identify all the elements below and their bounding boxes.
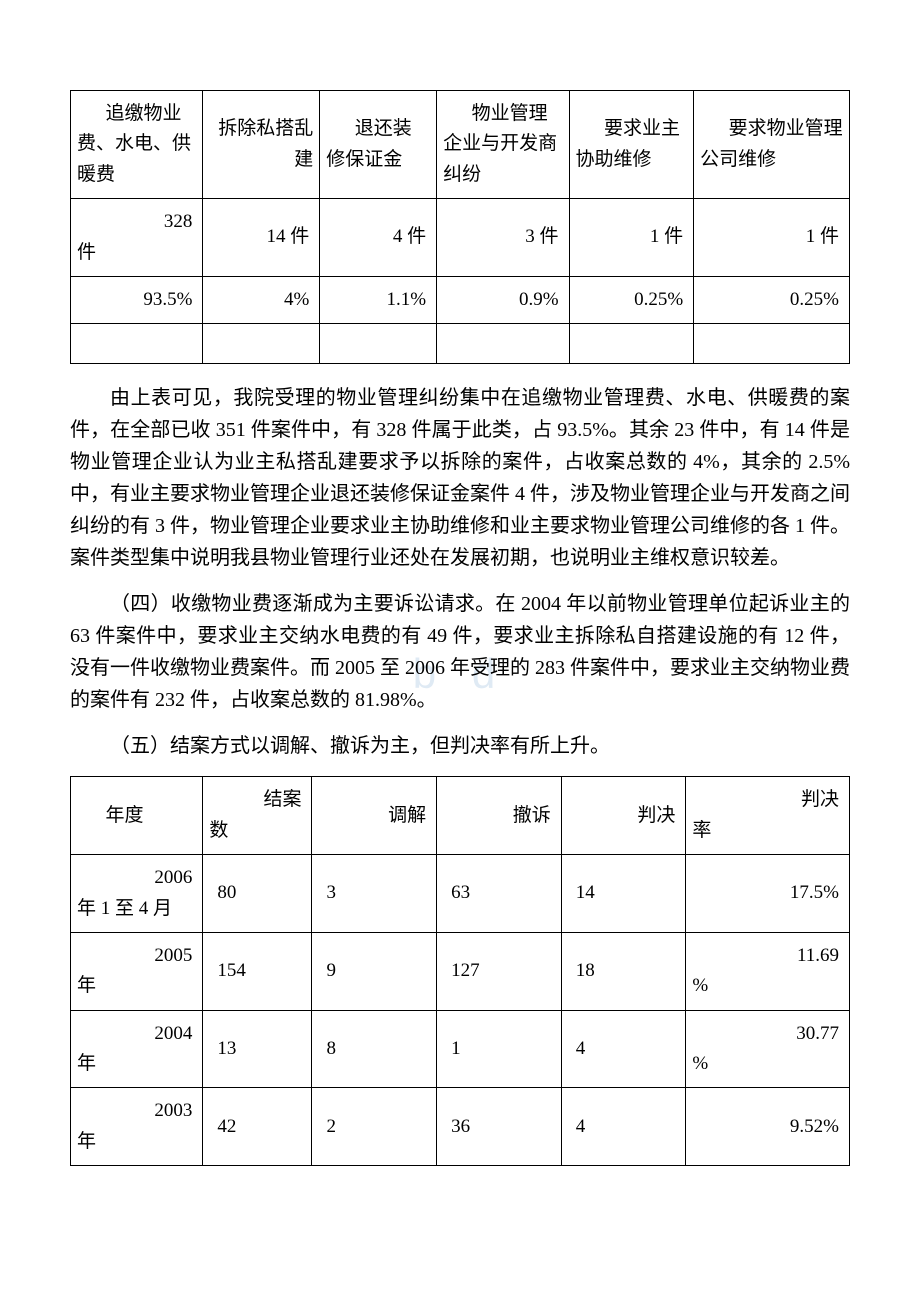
table-row bbox=[71, 324, 850, 364]
col-header: 判决 bbox=[561, 777, 686, 855]
cell: 42 bbox=[203, 1088, 312, 1166]
cell: 1 件 bbox=[569, 199, 694, 277]
cell: 0.25% bbox=[694, 276, 850, 323]
cell: 3 bbox=[312, 855, 437, 933]
table-row: 2006年 1 至 4 月 80 3 63 14 17.5% bbox=[71, 855, 850, 933]
col-header: 结案 数 bbox=[203, 777, 312, 855]
cell-label: 数 bbox=[209, 816, 305, 846]
col-header: 要求物业管理公司维修 bbox=[694, 91, 850, 199]
cell: 0.25% bbox=[569, 276, 694, 323]
year-bot: 年 bbox=[77, 1127, 196, 1157]
cell: 18 bbox=[561, 932, 686, 1010]
paragraph: 由上表可见，我院受理的物业管理纠纷集中在追缴物业管理费、水电、供暖费的案件，在全… bbox=[70, 382, 850, 574]
cell: 2003年 bbox=[71, 1088, 203, 1166]
cell: 4 件 bbox=[320, 199, 437, 277]
cell bbox=[569, 324, 694, 364]
rate-top: 11.69 bbox=[692, 941, 843, 971]
cell: 328 件 bbox=[71, 199, 203, 277]
col-header: 要求业主协助维修 bbox=[569, 91, 694, 199]
table-row: 2003年 42 2 36 4 9.52% bbox=[71, 1088, 850, 1166]
cell: 63 bbox=[437, 855, 562, 933]
year-top: 2006 bbox=[77, 863, 196, 893]
cell: 2 bbox=[312, 1088, 437, 1166]
paragraph: （五）结案方式以调解、撤诉为主，但判决率有所上升。 bbox=[70, 730, 850, 762]
year-top: 2004 bbox=[77, 1019, 196, 1049]
cell-label: 判决 bbox=[692, 785, 843, 815]
cell: 14 件 bbox=[203, 199, 320, 277]
col-header: 判决 率 bbox=[686, 777, 850, 855]
cell-value: 328 bbox=[77, 207, 196, 237]
col-header: 退还装修保证金 bbox=[320, 91, 437, 199]
cell bbox=[320, 324, 437, 364]
cell: 2006年 1 至 4 月 bbox=[71, 855, 203, 933]
cell: 93.5% bbox=[71, 276, 203, 323]
year-bot: 年 1 至 4 月 bbox=[77, 894, 196, 924]
rate-top: 30.77 bbox=[692, 1019, 843, 1049]
cell: 36 bbox=[437, 1088, 562, 1166]
year-top: 2003 bbox=[77, 1096, 196, 1126]
table-row: 年度 结案 数 调解 撤诉 判决 判决 率 bbox=[71, 777, 850, 855]
cell: 30.77% bbox=[686, 1010, 850, 1088]
cell-unit: 件 bbox=[77, 238, 196, 268]
case-type-table: 追缴物业费、水电、供暖费 拆除私搭乱建 退还装修保证金 物业管理企业与开发商纠纷… bbox=[70, 90, 850, 364]
cell bbox=[694, 324, 850, 364]
cell: 1 件 bbox=[694, 199, 850, 277]
cell: 1.1% bbox=[320, 276, 437, 323]
cell: 9.52% bbox=[686, 1088, 850, 1166]
table-row: 328 件 14 件 4 件 3 件 1 件 1 件 bbox=[71, 199, 850, 277]
col-header: 拆除私搭乱建 bbox=[203, 91, 320, 199]
page-content: 追缴物业费、水电、供暖费 拆除私搭乱建 退还装修保证金 物业管理企业与开发商纠纷… bbox=[70, 90, 850, 1166]
table-row: 追缴物业费、水电、供暖费 拆除私搭乱建 退还装修保证金 物业管理企业与开发商纠纷… bbox=[71, 91, 850, 199]
col-header: 撤诉 bbox=[437, 777, 562, 855]
cell: 9 bbox=[312, 932, 437, 1010]
cell bbox=[203, 324, 320, 364]
col-header: 追缴物业费、水电、供暖费 bbox=[71, 91, 203, 199]
table-row: 93.5% 4% 1.1% 0.9% 0.25% 0.25% bbox=[71, 276, 850, 323]
rate-bot: % bbox=[692, 1049, 843, 1079]
table-row: 2005年 154 9 127 18 11.69% bbox=[71, 932, 850, 1010]
cell-label: 结案 bbox=[209, 785, 305, 815]
table-row: 2004年 13 8 1 4 30.77% bbox=[71, 1010, 850, 1088]
cell: 154 bbox=[203, 932, 312, 1010]
col-header: 调解 bbox=[312, 777, 437, 855]
year-bot: 年 bbox=[77, 971, 196, 1001]
cell bbox=[71, 324, 203, 364]
cell: 3 件 bbox=[437, 199, 569, 277]
cell: 14 bbox=[561, 855, 686, 933]
cell: 4 bbox=[561, 1010, 686, 1088]
cell: 4 bbox=[561, 1088, 686, 1166]
cell: 4% bbox=[203, 276, 320, 323]
year-bot: 年 bbox=[77, 1049, 196, 1079]
cell: 1 bbox=[437, 1010, 562, 1088]
cell: 0.9% bbox=[437, 276, 569, 323]
closure-mode-table: 年度 结案 数 调解 撤诉 判决 判决 率 2006年 1 至 4 月 80 3… bbox=[70, 776, 850, 1166]
cell: 17.5% bbox=[686, 855, 850, 933]
paragraph: （四）收缴物业费逐渐成为主要诉讼请求。在 2004 年以前物业管理单位起诉业主的… bbox=[70, 588, 850, 716]
cell: 2005年 bbox=[71, 932, 203, 1010]
year-top: 2005 bbox=[77, 941, 196, 971]
rate-bot: % bbox=[692, 971, 843, 1001]
cell: 8 bbox=[312, 1010, 437, 1088]
cell-label: 率 bbox=[692, 816, 843, 846]
cell: 13 bbox=[203, 1010, 312, 1088]
cell: 80 bbox=[203, 855, 312, 933]
col-header: 物业管理企业与开发商纠纷 bbox=[437, 91, 569, 199]
col-header: 年度 bbox=[71, 777, 203, 855]
cell: 11.69% bbox=[686, 932, 850, 1010]
cell bbox=[437, 324, 569, 364]
cell: 2004年 bbox=[71, 1010, 203, 1088]
cell: 127 bbox=[437, 932, 562, 1010]
